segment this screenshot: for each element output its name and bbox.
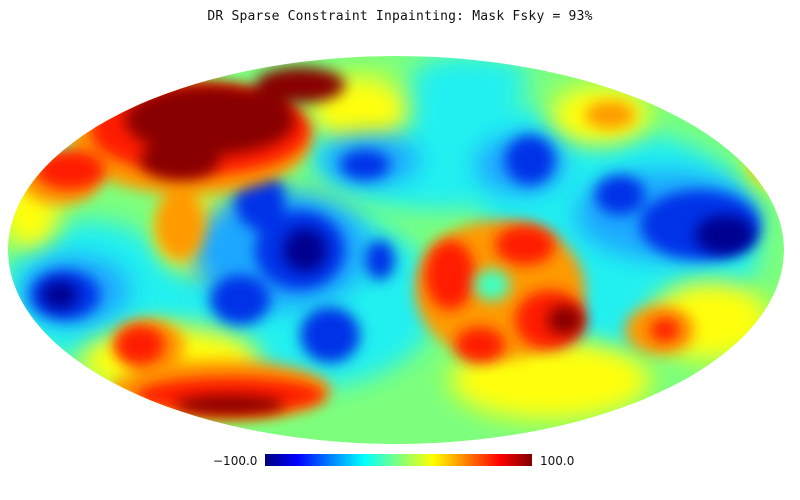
colorbar-min-label: −100.0 [213,454,258,468]
colorbar-max-label: 100.0 [540,454,575,468]
map-field [8,56,784,444]
colorbar [265,454,532,466]
map-title: DR Sparse Constraint Inpainting: Mask Fs… [207,9,593,24]
central-hole [474,269,510,301]
deep-blue-regions [42,215,755,309]
dark-red-regions [125,67,583,415]
